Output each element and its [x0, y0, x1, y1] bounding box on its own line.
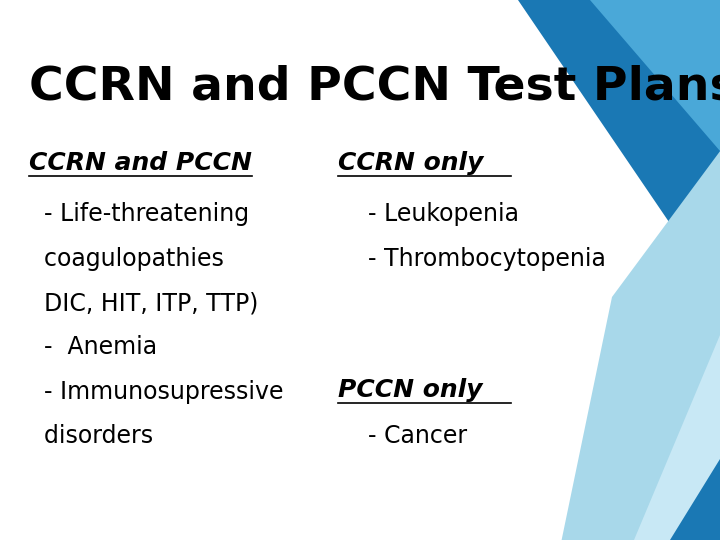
- Text: - Life-threatening: - Life-threatening: [29, 202, 249, 226]
- Text: PCCN only: PCCN only: [338, 378, 483, 402]
- Text: - Thrombocytopenia: - Thrombocytopenia: [338, 247, 606, 271]
- Text: CCRN only: CCRN only: [338, 151, 484, 175]
- Text: - Leukopenia: - Leukopenia: [338, 202, 519, 226]
- Polygon shape: [518, 0, 720, 297]
- Text: disorders: disorders: [29, 424, 153, 448]
- Polygon shape: [590, 0, 720, 151]
- Text: - Immunosupressive: - Immunosupressive: [29, 380, 283, 403]
- Text: DIC, HIT, ITP, TTP): DIC, HIT, ITP, TTP): [29, 291, 258, 315]
- Text: CCRN and PCCN Test Plans: CCRN and PCCN Test Plans: [29, 65, 720, 110]
- Text: -  Anemia: - Anemia: [29, 335, 157, 359]
- Polygon shape: [562, 151, 720, 540]
- Polygon shape: [634, 335, 720, 540]
- Polygon shape: [670, 459, 720, 540]
- Text: - Cancer: - Cancer: [338, 424, 467, 448]
- Text: coagulopathies: coagulopathies: [29, 247, 224, 271]
- Text: CCRN and PCCN: CCRN and PCCN: [29, 151, 252, 175]
